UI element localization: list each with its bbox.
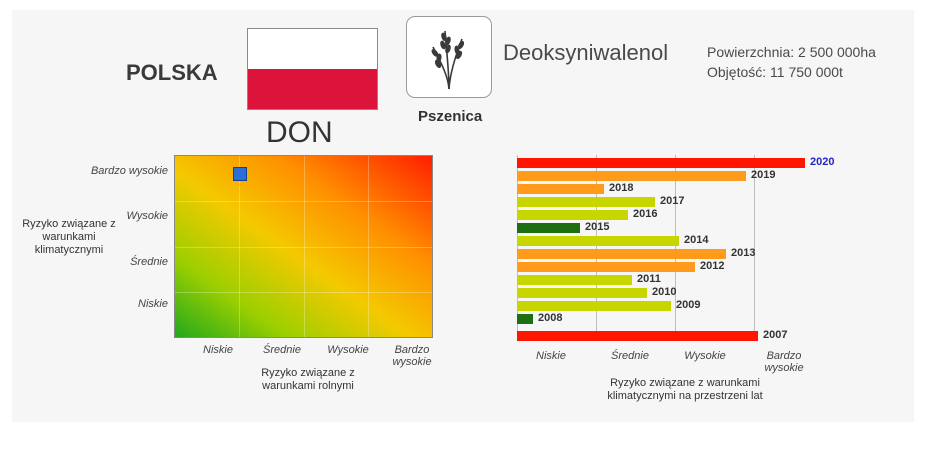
area-stat: Powierzchnia: 2 500 000ha	[707, 44, 876, 60]
bar-2011	[517, 275, 632, 285]
year-label: 2012	[700, 260, 725, 272]
year-label: 2008	[538, 312, 563, 324]
year-label: 2017	[660, 195, 685, 207]
bar-2009	[517, 301, 671, 311]
gridline	[675, 155, 676, 340]
bar-2013	[517, 249, 726, 259]
x-axis-label: Ryzyko związane z warunkami klimatycznym…	[607, 377, 763, 402]
bar-2016	[517, 210, 628, 220]
bar-2008	[517, 314, 533, 324]
x-tick-label: Bardzo wysokie	[392, 344, 432, 368]
x-tick-label: Niskie	[536, 350, 566, 362]
x-tick-label: Wysokie	[684, 350, 726, 362]
bar-2015	[517, 223, 580, 233]
risk-matrix	[174, 155, 433, 338]
year-label: 2010	[652, 286, 677, 298]
bar-2017	[517, 197, 655, 207]
bar-2019	[517, 171, 746, 181]
wheat-icon	[406, 16, 492, 98]
mycotoxin-code: DON	[266, 116, 333, 149]
x-tick-label: Średnie	[263, 344, 301, 356]
year-label: 2015	[585, 221, 610, 233]
poland-flag-icon	[247, 28, 378, 110]
y-tick-label: Niskie	[138, 298, 168, 310]
y-tick-label: Średnie	[130, 256, 168, 268]
x-tick-label: Niskie	[203, 344, 233, 356]
x-axis-label: Ryzyko związane z warunkami rolnymi	[261, 367, 355, 392]
bar-2020	[517, 158, 805, 168]
gridline	[517, 155, 518, 340]
x-tick-label: Średnie	[611, 350, 649, 362]
x-tick-label: Bardzo wysokie	[764, 350, 804, 374]
year-label: 2014	[684, 234, 709, 246]
x-tick-label: Wysokie	[327, 344, 369, 356]
y-tick-label: Bardzo wysokie	[90, 165, 168, 177]
year-label: 2016	[633, 208, 658, 220]
risk-marker	[233, 167, 247, 181]
bar-2018	[517, 184, 604, 194]
gridline	[596, 155, 597, 340]
year-label: 2011	[637, 273, 661, 285]
gridline	[754, 155, 755, 340]
y-tick-label: Wysokie	[126, 210, 168, 222]
year-label: 2020	[810, 156, 835, 168]
volume-stat: Objętość: 11 750 000t	[707, 64, 843, 80]
year-label: 2009	[676, 299, 701, 311]
year-label: 2007	[763, 329, 788, 341]
y-axis-label: Ryzyko związane z warunkami klimatycznym…	[22, 218, 116, 256]
year-label: 2019	[751, 169, 776, 181]
mycotoxin-name: Deoksyniwalenol	[503, 40, 669, 65]
year-label: 2013	[731, 247, 756, 259]
bar-2014	[517, 236, 679, 246]
crop-label: Pszenica	[418, 108, 483, 125]
bar-2007	[517, 331, 758, 341]
year-label: 2018	[609, 182, 634, 194]
country-name: POLSKA	[126, 60, 218, 85]
bar-2012	[517, 262, 695, 272]
bar-2010	[517, 288, 647, 298]
